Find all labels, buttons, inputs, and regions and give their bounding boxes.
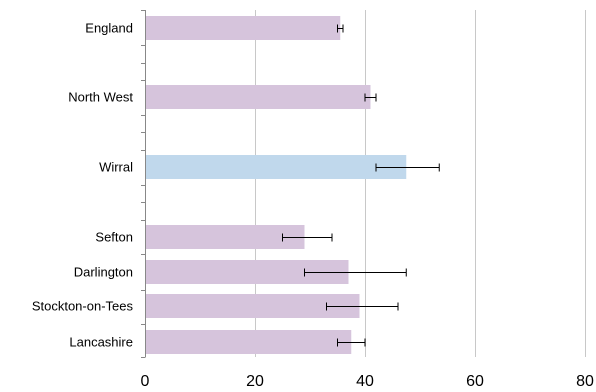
bar-2 [145,155,407,179]
x-tick-label-40: 40 [356,373,374,390]
error-bar-6 [337,338,366,347]
axes [141,10,146,358]
error-bar-3 [282,233,333,242]
bars [145,16,407,354]
bar-5 [145,294,360,318]
error-bar-1 [364,93,377,102]
labels: England North West Wirral Sefton Darlington S… [32,21,594,391]
x-tick-label-0: 0 [141,373,150,390]
bar-3 [145,225,305,249]
bar-1 [145,85,371,109]
bar-6 [145,330,352,354]
error-bar-0 [337,24,344,33]
category-label-6: Lancashire [69,335,133,350]
x-tick-label-80: 80 [576,373,594,390]
category-label-1: North West [68,90,133,105]
error-bar-4 [304,268,407,277]
x-tick-label-60: 60 [466,373,484,390]
bar-0 [145,16,341,40]
error-bars [282,24,440,347]
category-label-0: England [85,21,133,36]
error-bar-5 [326,302,399,311]
category-label-4: Darlington [74,265,133,280]
category-label-2: Wirral [99,160,133,175]
category-label-3: Sefton [95,230,133,245]
category-label-5: Stockton-on-Tees [32,299,134,314]
x-tick-label-20: 20 [246,373,264,390]
error-bar-2 [375,163,440,172]
